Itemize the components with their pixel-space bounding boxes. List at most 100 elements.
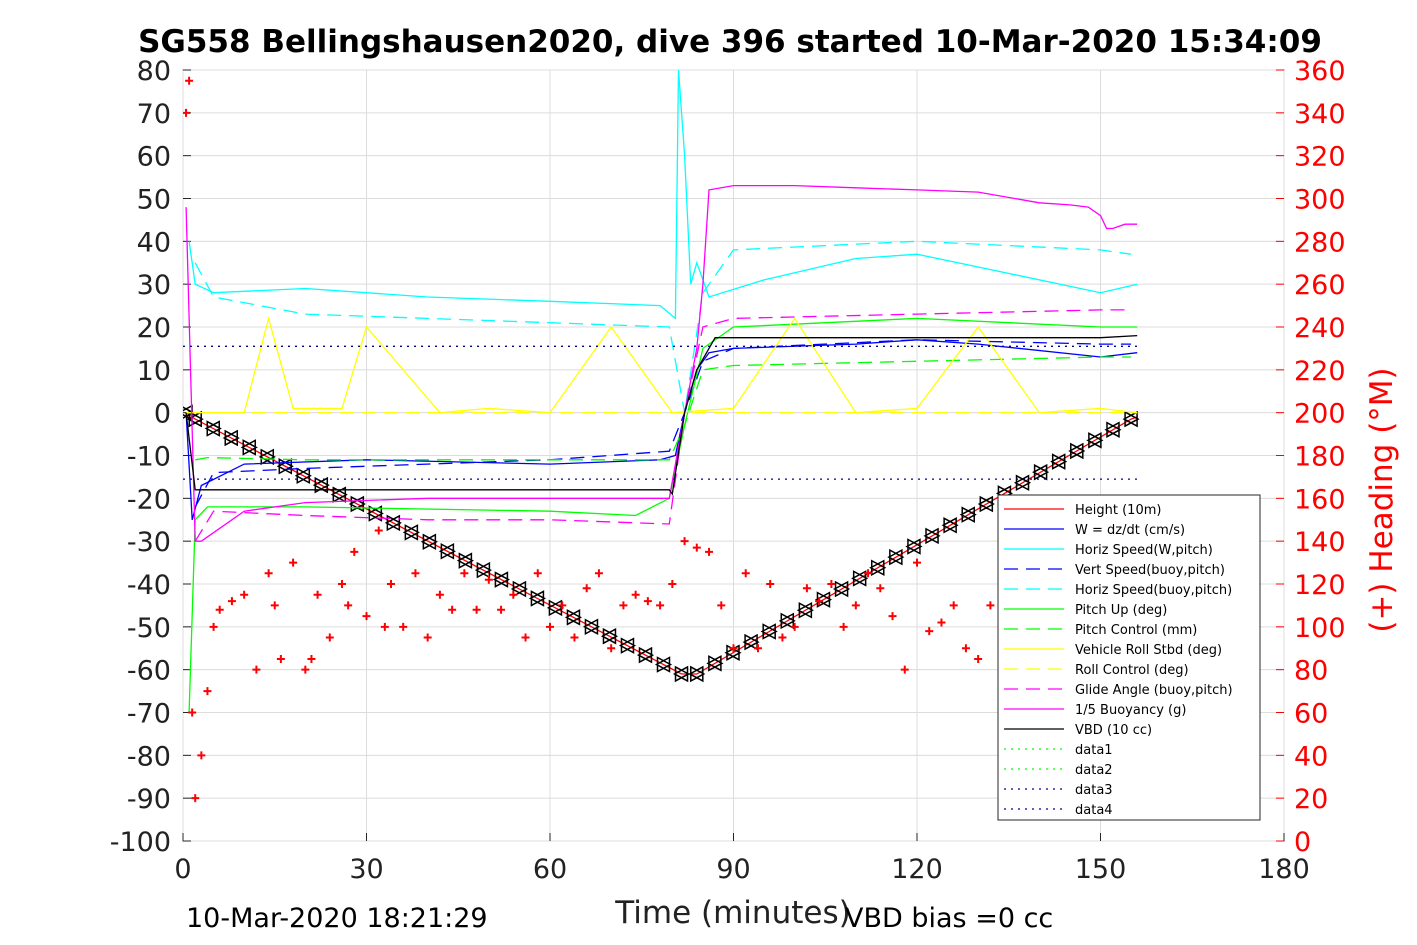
heading-point	[509, 590, 518, 599]
heading-point	[925, 627, 934, 636]
height-markers	[183, 404, 1140, 683]
y-right-tick-label: 360	[1294, 56, 1346, 87]
heading-point	[185, 76, 194, 85]
heading-point	[961, 644, 970, 653]
legend-label: Pitch Control (mm)	[1075, 623, 1197, 638]
height-marker	[456, 552, 474, 569]
y-tick-label: 30	[137, 270, 171, 301]
series-glide-angle-buoy-pitch	[194, 309, 1132, 542]
heading-point	[607, 644, 616, 653]
y-right-tick-label: 240	[1294, 313, 1346, 344]
heading-point	[974, 654, 983, 663]
heading-point	[240, 590, 249, 599]
chart-title: SG558 Bellingshausen2020, dive 396 start…	[138, 24, 1322, 60]
height-marker	[760, 623, 778, 640]
height-marker	[474, 561, 492, 579]
heading-point	[778, 633, 787, 642]
heading-point	[411, 569, 420, 578]
heading-point	[802, 584, 811, 593]
legend-label: Height (10m)	[1075, 503, 1161, 518]
heading-point	[399, 622, 408, 631]
heading-point	[729, 644, 738, 653]
heading-point	[460, 569, 469, 578]
y-right-tick-label: 80	[1294, 656, 1328, 687]
height-marker	[510, 580, 528, 598]
heading-point	[680, 537, 689, 546]
y-right-tick-label: 200	[1294, 399, 1346, 430]
heading-point	[270, 601, 279, 610]
y-right-tick-label: 160	[1294, 484, 1346, 515]
y-axis-left: 80 70 60 50 40 30 20 10 0 -10 -20 -30 -40 -50 -60 -70 -8…	[110, 56, 191, 858]
legend-label: Roll Control (deg)	[1075, 663, 1189, 678]
height-marker	[688, 665, 706, 683]
legend-label: Horiz Speed(W,pitch)	[1075, 543, 1213, 558]
y-right-tick-label: 320	[1294, 142, 1346, 173]
heading-point	[448, 605, 457, 614]
height-marker	[1050, 453, 1068, 470]
height-marker	[941, 517, 959, 534]
y-tick-label: 80	[137, 56, 171, 87]
legend-label: data3	[1075, 783, 1113, 798]
footer-timestamp: 10-Mar-2020 18:21:29	[186, 903, 488, 934]
heading-point	[497, 605, 506, 614]
height-marker	[258, 448, 276, 466]
x-tick-label: 90	[716, 854, 750, 885]
height-marker	[1032, 463, 1050, 481]
x-tick-label: 30	[349, 854, 383, 885]
y-axis-right: 3603403203002802602402202001801601401201…	[1276, 56, 1346, 858]
x-tick-label: 150	[1075, 854, 1127, 885]
legend-label: data2	[1075, 763, 1113, 778]
height-marker	[778, 612, 796, 630]
heading-point	[594, 569, 603, 578]
heading-point	[197, 751, 206, 760]
heading-point	[888, 612, 897, 621]
x-tick-label: 180	[1258, 854, 1310, 885]
y-tick-label: -100	[110, 827, 171, 858]
heading-point	[705, 547, 714, 556]
legend-label: W = dz/dt (cm/s)	[1075, 523, 1185, 538]
height-marker	[923, 527, 941, 545]
height-marker	[564, 609, 583, 626]
height-marker	[654, 656, 673, 673]
x-axis: 0 30 60 90 120 150 180	[174, 833, 1310, 885]
height-marker	[887, 548, 905, 566]
height-marker	[636, 646, 655, 664]
series-vbd-10-cc	[185, 334, 1138, 496]
height-marker	[186, 410, 204, 428]
height-marker	[384, 514, 402, 532]
heading-point	[766, 580, 775, 588]
y-tick-label: -10	[127, 442, 171, 473]
height-marker	[706, 655, 724, 672]
heading-point	[325, 633, 334, 642]
y-right-tick-label: 0	[1294, 827, 1311, 858]
y-right-tick-label: 120	[1294, 570, 1346, 601]
legend-label: Glide Angle (buoy,pitch)	[1075, 683, 1233, 698]
heading-point	[839, 622, 848, 631]
legend-label: Vehicle Roll Stbd (deg)	[1075, 643, 1222, 658]
heading-point	[264, 569, 273, 578]
heading-point	[558, 601, 567, 610]
heading-point	[864, 569, 873, 578]
heading-point	[191, 794, 200, 803]
height-marker	[672, 665, 691, 683]
heading-point	[851, 601, 860, 610]
y-tick-label: 10	[137, 356, 171, 387]
height-marker	[222, 429, 240, 447]
series-horiz-speed-w-pitch	[188, 70, 1138, 320]
heading-point	[362, 612, 371, 621]
height-marker	[851, 570, 869, 587]
height-marker	[959, 506, 977, 523]
heading-point	[338, 580, 347, 588]
height-marker	[1068, 442, 1086, 460]
height-marker	[312, 476, 330, 494]
y-right-tick-label: 20	[1294, 784, 1328, 815]
height-marker	[1122, 410, 1140, 428]
y-tick-label: 60	[137, 142, 171, 173]
footer-vbd-bias: VBD bias =0 cc	[845, 903, 1053, 934]
heading-point	[668, 580, 677, 588]
height-marker	[492, 571, 510, 588]
y-axis-right-label: (+) Heading (°M)	[1364, 367, 1400, 632]
y-tick-label: 40	[137, 227, 171, 258]
legend-label: data1	[1075, 743, 1113, 758]
